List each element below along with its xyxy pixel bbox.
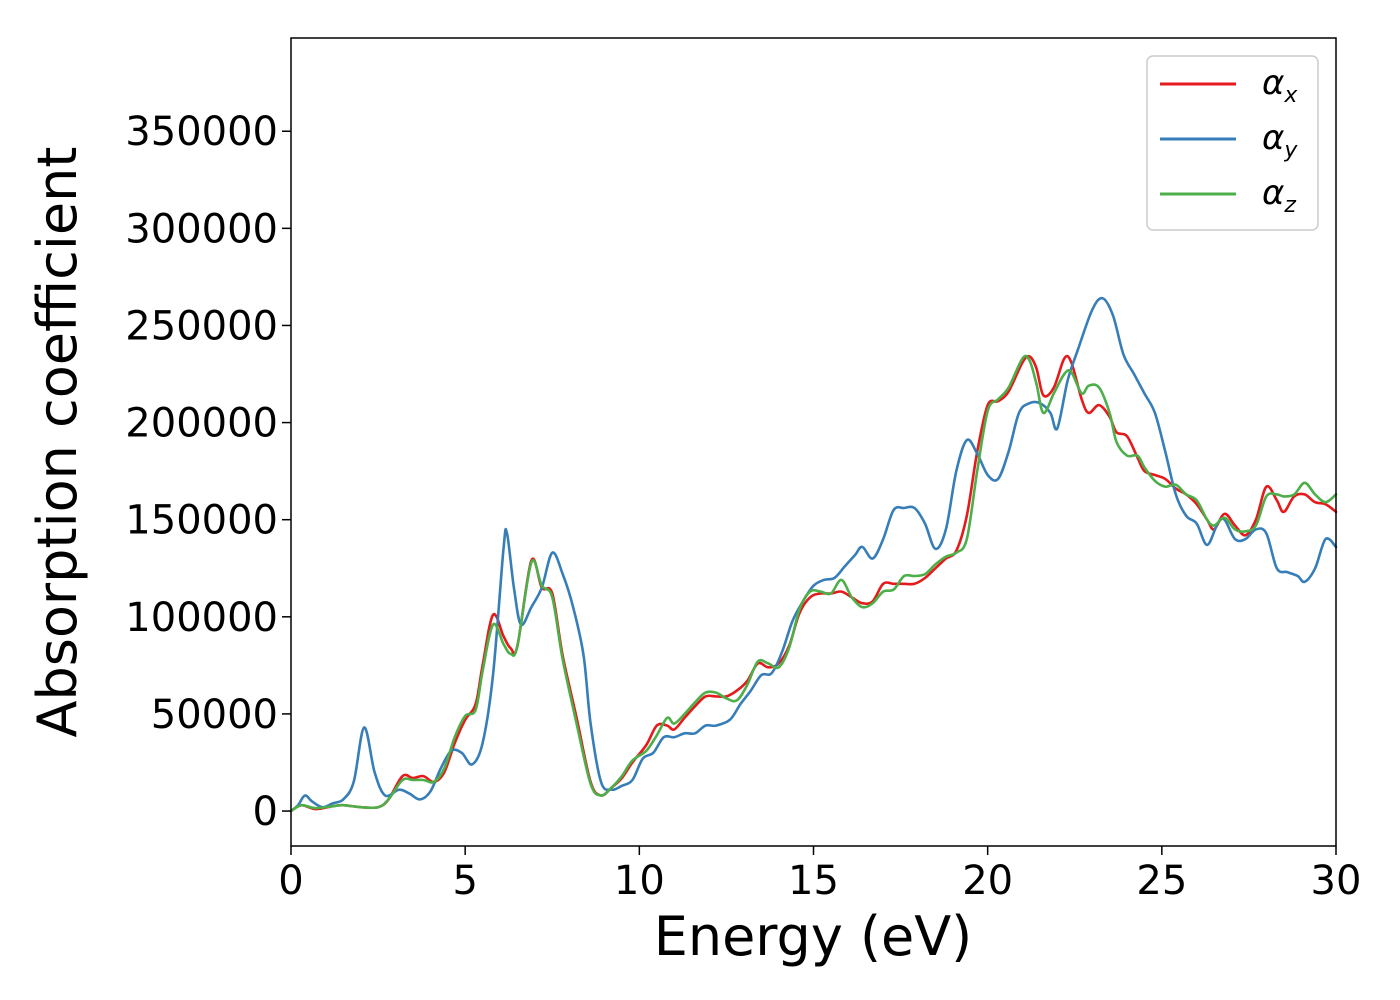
x-tick-label: 25 [1136,858,1187,904]
y-tick-label: 100000 [125,595,278,641]
x-tick-label: 15 [788,858,839,904]
legend-subscript: z [1283,193,1296,218]
x-tick-label: 0 [278,858,303,904]
y-tick-label: 50000 [151,692,278,738]
legend-symbol: α [1262,63,1284,103]
legend-label-alpha-x: αx [1262,63,1298,108]
series-layer [289,296,1338,813]
legend-symbol: α [1262,173,1284,213]
x-tick-label: 10 [614,858,665,904]
legend-subscript: x [1283,83,1298,108]
y-tick-label: 350000 [125,109,278,155]
y-tick-label: 250000 [125,303,278,349]
x-tick-label: 20 [962,858,1013,904]
series-line-alpha-z [289,354,1338,813]
legend-symbol: α [1262,118,1284,158]
y-tick-label: 150000 [125,498,278,544]
x-tick-label: 30 [1311,858,1362,904]
y-tick-label: 200000 [125,401,278,447]
x-tick-label: 5 [452,858,477,904]
y-tick-label: 0 [253,789,278,835]
x-axis: 0 5 10 15 20 25 30 [278,846,1361,904]
legend-box [1146,55,1319,231]
legend-subscript: y [1283,138,1298,163]
y-axis-title: Absorption coefficient [26,147,89,738]
y-tick-label: 300000 [125,206,278,252]
legend-label-alpha-z: αz [1262,173,1296,218]
y-axis: 0 50000 100000 150000 200000 250000 300000 3500… [125,109,291,835]
series-line-alpha-x [289,354,1338,813]
legend-label-alpha-y: αy [1262,118,1298,163]
x-axis-title: Energy (eV) [654,905,973,968]
